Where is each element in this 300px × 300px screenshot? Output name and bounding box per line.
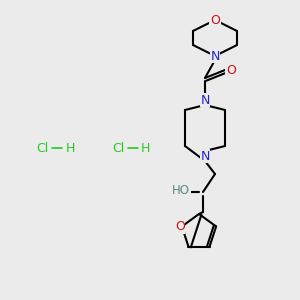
- Text: O: O: [226, 64, 236, 76]
- Text: HO: HO: [172, 184, 190, 196]
- Text: H: H: [65, 142, 75, 154]
- Text: O: O: [210, 14, 220, 26]
- Text: Cl: Cl: [36, 142, 48, 154]
- Text: Cl: Cl: [112, 142, 124, 154]
- Text: H: H: [140, 142, 150, 154]
- Text: N: N: [210, 50, 220, 62]
- Text: N: N: [200, 149, 210, 163]
- Text: N: N: [200, 94, 210, 106]
- Text: O: O: [175, 220, 185, 233]
